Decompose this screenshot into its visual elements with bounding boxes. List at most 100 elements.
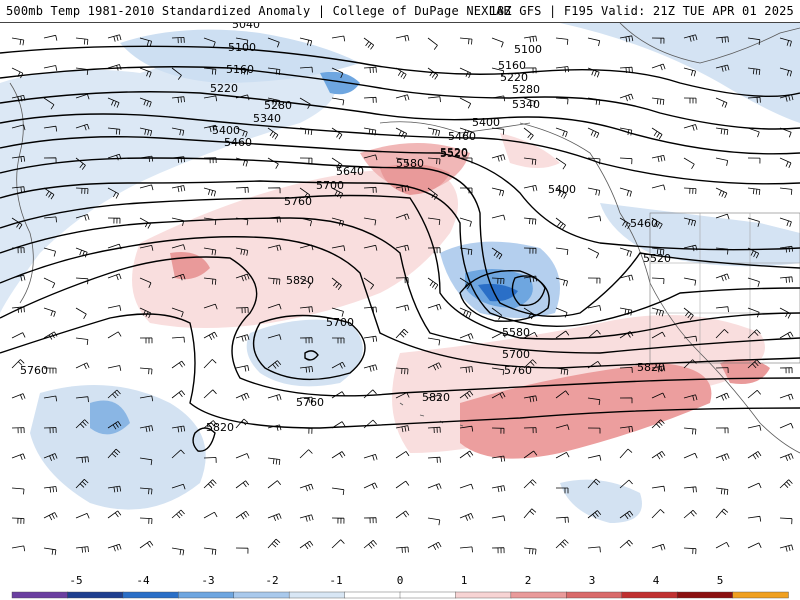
colorbar-tick: 4 — [653, 574, 660, 587]
contour-label: 5520 — [440, 147, 468, 160]
wind-barb — [587, 305, 602, 311]
wind-barb — [619, 93, 634, 102]
wind-barb — [715, 427, 729, 434]
wind-barb — [619, 426, 633, 433]
weather-map[interactable]: 5040 5100 5160 5220 5280 5340 5400 5460 … — [0, 23, 800, 570]
wind-barb — [331, 245, 346, 252]
wind-barb — [299, 217, 312, 227]
wind-barb — [747, 515, 762, 522]
wind-barb — [619, 217, 631, 229]
wind-barb — [555, 367, 569, 376]
wind-barb — [395, 392, 410, 399]
wind-barb — [459, 450, 474, 459]
wind-barb — [459, 513, 474, 521]
wind-barb — [715, 367, 729, 374]
wind-barb — [779, 367, 793, 374]
wind-barb — [587, 37, 601, 47]
wind-barb — [235, 94, 250, 101]
wind-barb — [491, 547, 505, 554]
wind-barb — [619, 274, 634, 282]
colorbar-tick: -2 — [265, 574, 278, 587]
contour-label: 5820 — [286, 274, 314, 287]
contour-label: 5340 — [253, 112, 281, 125]
wind-barb — [779, 544, 794, 552]
contour-label: 5160 — [226, 63, 254, 76]
wind-barb — [683, 547, 697, 555]
wind-barb — [75, 479, 89, 489]
wind-barb — [587, 510, 602, 519]
wind-barb — [523, 450, 538, 459]
wind-barb — [43, 216, 57, 223]
wind-barb — [363, 66, 377, 74]
wind-barb — [715, 541, 730, 549]
wind-barb — [427, 337, 441, 346]
wind-barb — [139, 37, 152, 47]
wind-barb — [107, 421, 122, 430]
colorbar-canvas: -5 -4 -3 -2 -1 0 1 2 3 4 5 — [11, 574, 789, 599]
wind-barb — [523, 331, 538, 339]
wind-barb — [619, 510, 634, 520]
wind-barb — [75, 247, 88, 258]
wind-barb — [331, 451, 346, 459]
wind-barb — [11, 95, 26, 103]
wind-barb — [171, 509, 185, 519]
wind-barb — [171, 217, 185, 226]
colorbar-tick: 3 — [589, 574, 596, 587]
wind-barb — [139, 67, 152, 78]
wind-barb — [427, 394, 442, 401]
wind-barb — [523, 157, 537, 165]
wind-barb — [587, 454, 602, 461]
wind-barb — [491, 214, 506, 221]
wind-barb — [139, 97, 152, 108]
wind-barb — [491, 515, 506, 522]
wind-barb — [651, 217, 663, 230]
wind-barb — [363, 244, 378, 251]
wind-barb — [683, 97, 697, 104]
wind-barb — [203, 331, 218, 340]
wind-barb — [651, 184, 666, 191]
wind-barb — [395, 157, 409, 166]
wind-barb — [427, 362, 442, 371]
wind-barb — [619, 448, 633, 459]
wind-barb — [331, 277, 342, 290]
wind-barb — [203, 511, 218, 519]
wind-barb — [11, 217, 23, 230]
wind-barb — [651, 247, 665, 256]
wind-barb — [107, 187, 119, 199]
wind-barb — [523, 35, 538, 43]
wind-barb — [363, 277, 375, 290]
wind-barb — [619, 479, 633, 489]
wind-barb — [395, 244, 410, 252]
wind-barb — [171, 307, 184, 318]
wind-barb — [683, 307, 694, 320]
wind-barb — [75, 214, 90, 221]
wind-barb — [651, 419, 665, 429]
wind-barb — [779, 479, 793, 489]
wind-barb — [651, 450, 666, 460]
wind-barb — [139, 127, 153, 136]
wind-barb — [747, 247, 760, 259]
wind-barb — [235, 307, 249, 314]
contour-label: 5820 — [637, 361, 665, 374]
wind-barb — [299, 514, 314, 522]
wind-barb — [683, 335, 698, 342]
wind-barb — [587, 397, 601, 406]
colorbar-swatch — [11, 591, 69, 599]
wind-barb — [139, 307, 152, 319]
wind-barb — [299, 157, 313, 164]
wind-barb — [171, 67, 182, 80]
wind-barb — [171, 425, 186, 433]
wind-barb — [715, 247, 729, 255]
wind-barb — [75, 37, 89, 45]
wind-barb — [683, 34, 698, 42]
wind-barb — [203, 187, 216, 197]
wind-barb — [651, 331, 666, 339]
wind-barb — [363, 335, 378, 342]
wind-barb — [651, 365, 666, 373]
wind-barb — [587, 329, 601, 339]
wind-barb — [395, 127, 408, 139]
wind-barb — [587, 187, 601, 196]
contour-label: 5820 — [422, 391, 450, 404]
wind-barb — [171, 547, 185, 556]
wind-barb — [203, 95, 218, 102]
